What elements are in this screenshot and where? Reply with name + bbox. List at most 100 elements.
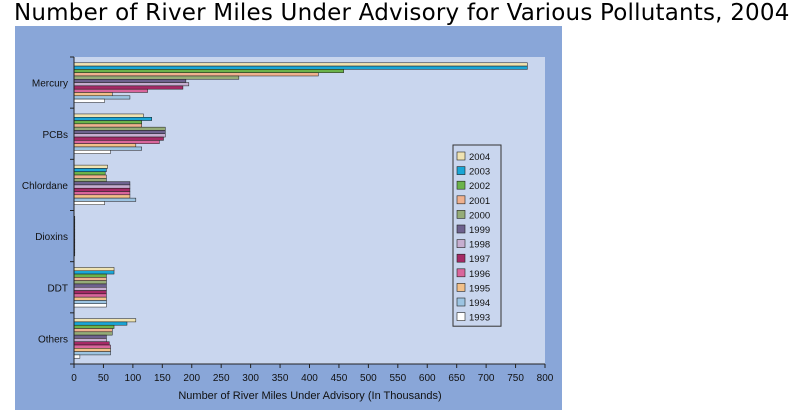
legend-swatch-1998	[456, 239, 466, 248]
axes-group: Mercury PCBs Chlordane Dioxins DDT Others 0 50 1…	[22, 56, 554, 384]
category-label-pcbs: PCBs	[42, 130, 68, 141]
bar-others-2002	[73, 324, 115, 329]
bar-mercury-2001	[73, 72, 319, 77]
legend-swatch-1995	[456, 283, 466, 292]
bar-chlordane-1996	[73, 191, 131, 196]
bar-chlordane-2004	[73, 164, 108, 169]
page-title: Number of River Miles Under Advisory for…	[14, 0, 790, 26]
legend-label-2000: 2000	[469, 210, 490, 221]
bar-pcbs-1999	[73, 130, 166, 134]
x-axis-label: Number of River Miles Under Advisory (In…	[178, 390, 441, 402]
legend-label-2001: 2001	[469, 196, 490, 207]
bar-ddt-1998	[73, 287, 107, 291]
x-tick-label: 200	[183, 373, 200, 384]
bar-chlordane-2001	[73, 174, 107, 179]
bar-mercury-1997	[73, 85, 184, 90]
bar-pcbs-1994	[73, 146, 142, 151]
bar-others-1994	[73, 351, 111, 356]
bar-chlordane-1993	[73, 201, 105, 205]
x-tick-label: 600	[419, 373, 436, 384]
bar-others-2001	[73, 328, 113, 333]
x-tick-label: 400	[301, 373, 318, 384]
legend-swatch-2000	[456, 210, 466, 219]
bar-ddt-2001	[73, 277, 107, 281]
category-label-mercury: Mercury	[32, 79, 68, 90]
category-label-others: Others	[38, 334, 68, 345]
bar-chlordane-2000	[73, 178, 107, 182]
legend-label-1995: 1995	[469, 283, 490, 294]
legend-swatch-2001	[456, 195, 466, 205]
bar-pcbs-2004	[73, 113, 144, 118]
bar-mercury-2004	[73, 62, 528, 67]
bar-ddt-1995	[73, 296, 107, 301]
x-tick-label: 700	[478, 373, 495, 384]
legend-swatch-1997	[456, 253, 466, 263]
category-label-chlordane: Chlordane	[22, 181, 69, 192]
x-tick-label: 100	[125, 373, 142, 384]
bar-pcbs-1993	[73, 150, 111, 154]
legend-label-2003: 2003	[469, 167, 490, 178]
bar-chlordane-2003	[73, 168, 107, 172]
legend-label-1993: 1993	[469, 313, 490, 324]
bar-pcbs-2002	[73, 120, 142, 125]
bar-others-2000	[73, 331, 113, 336]
bar-chart: Mercury PCBs Chlordane Dioxins DDT Others 0 50 1…	[22, 56, 554, 402]
bar-pcbs-2003	[73, 117, 152, 121]
legend-label-2002: 2002	[469, 181, 490, 192]
bar-ddt-2004	[73, 267, 115, 271]
x-tick-label: 450	[331, 373, 348, 384]
bar-pcbs-2001	[73, 123, 142, 128]
bar-others-1996	[73, 344, 111, 349]
legend-label-1996: 1996	[469, 269, 490, 280]
legend-swatch-1996	[456, 268, 466, 278]
x-tick-label: 150	[154, 373, 171, 384]
x-tick-label: 650	[448, 373, 465, 384]
bar-others-2004	[73, 318, 137, 323]
bar-mercury-2003	[73, 65, 528, 70]
bar-ddt-2003	[73, 270, 115, 275]
bar-mercury-1995	[73, 92, 113, 97]
legend-label-2004: 2004	[469, 152, 490, 163]
bar-mercury-2000	[73, 75, 240, 80]
bar-pcbs-1995	[73, 143, 137, 148]
bar-ddt-1993	[73, 303, 107, 308]
bar-chlordane-1999	[73, 181, 131, 186]
bar-mercury-1993	[73, 98, 105, 103]
legend-swatch-2004	[456, 151, 466, 161]
legend-box	[452, 144, 502, 327]
bar-pcbs-1997	[73, 136, 164, 141]
bar-mercury-1998	[73, 82, 190, 87]
legend-label-1994: 1994	[469, 298, 490, 309]
bar-mercury-2002	[73, 69, 344, 73]
bar-ddt-1997	[73, 290, 107, 295]
bar-chlordane-1995	[73, 194, 131, 199]
bar-others-1999	[73, 334, 107, 339]
x-tick-label: 800	[537, 373, 554, 384]
bar-mercury-1999	[73, 79, 187, 83]
x-tick-label: 500	[360, 373, 377, 384]
bar-others-1998	[73, 338, 107, 342]
bar-pcbs-1998	[73, 133, 166, 138]
bar-ddt-2002	[73, 273, 107, 278]
x-tick-label: 550	[389, 373, 406, 384]
legend-swatch-1994	[456, 297, 466, 307]
x-tick-label: 0	[71, 373, 77, 384]
bar-ddt-2000	[73, 280, 107, 285]
x-tick-label: 350	[272, 373, 289, 384]
bar-others-1993	[73, 354, 81, 359]
legend-swatch-2003	[456, 166, 466, 175]
bar-mercury-1996	[73, 88, 148, 93]
bar-ddt-1994	[73, 300, 107, 305]
bar-ddt-1996	[73, 293, 107, 298]
bars-group	[73, 62, 528, 359]
legend: 2004 2003 2002 2001 2000 1999 1998 1997 1996 1995…	[452, 144, 502, 327]
bar-chlordane-2002	[73, 171, 106, 176]
legend-label-1999: 1999	[469, 225, 490, 236]
bar-ddt-1999	[73, 283, 107, 288]
x-tick-label: 250	[213, 373, 230, 384]
bar-chlordane-1998	[73, 184, 131, 189]
legend-swatch-1999	[456, 224, 466, 234]
bar-pcbs-2000	[73, 126, 166, 131]
bar-others-2003	[73, 321, 128, 326]
bar-chlordane-1997	[73, 187, 131, 192]
